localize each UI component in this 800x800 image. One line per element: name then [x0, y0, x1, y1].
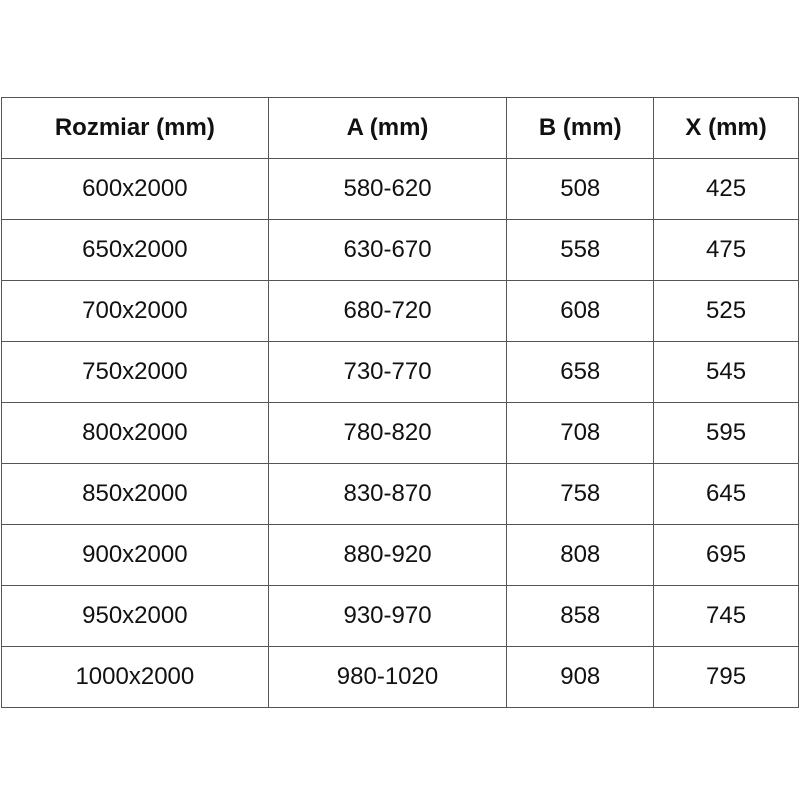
table-row: 950x2000 930-970 858 745	[1, 585, 799, 647]
cell-size: 700x2000	[1, 280, 269, 342]
cell-a: 780-820	[267, 402, 508, 464]
cell-b: 658	[506, 341, 655, 403]
cell-size: 1000x2000	[1, 646, 269, 708]
table-row: 600x2000 580-620 508 425	[1, 158, 799, 220]
cell-b: 708	[506, 402, 655, 464]
cell-b: 508	[506, 158, 655, 220]
cell-x: 745	[653, 585, 799, 647]
header-size: Rozmiar (mm)	[1, 97, 269, 159]
cell-b: 608	[506, 280, 655, 342]
cell-size: 750x2000	[1, 341, 269, 403]
cell-b: 908	[506, 646, 655, 708]
cell-size: 950x2000	[1, 585, 269, 647]
cell-a: 680-720	[267, 280, 508, 342]
header-row: Rozmiar (mm) A (mm) B (mm) X (mm)	[1, 97, 799, 159]
table-row: 700x2000 680-720 608 525	[1, 280, 799, 342]
cell-a: 730-770	[267, 341, 508, 403]
table-row: 800x2000 780-820 708 595	[1, 402, 799, 464]
cell-a: 930-970	[267, 585, 508, 647]
cell-size: 850x2000	[1, 463, 269, 525]
header-x: X (mm)	[653, 97, 799, 159]
cell-size: 800x2000	[1, 402, 269, 464]
cell-b: 858	[506, 585, 655, 647]
table-row: 850x2000 830-870 758 645	[1, 463, 799, 525]
cell-x: 525	[653, 280, 799, 342]
size-table: Rozmiar (mm) A (mm) B (mm) X (mm) 600x20…	[1, 97, 799, 708]
header-b: B (mm)	[506, 97, 655, 159]
cell-x: 795	[653, 646, 799, 708]
cell-a: 880-920	[267, 524, 508, 586]
cell-a: 630-670	[267, 219, 508, 281]
cell-size: 600x2000	[1, 158, 269, 220]
cell-a: 980-1020	[267, 646, 508, 708]
header-a: A (mm)	[267, 97, 508, 159]
table-row: 650x2000 630-670 558 475	[1, 219, 799, 281]
cell-b: 808	[506, 524, 655, 586]
cell-x: 475	[653, 219, 799, 281]
cell-size: 900x2000	[1, 524, 269, 586]
cell-x: 695	[653, 524, 799, 586]
table-row: 900x2000 880-920 808 695	[1, 524, 799, 586]
cell-a: 580-620	[267, 158, 508, 220]
cell-x: 425	[653, 158, 799, 220]
table-row: 1000x2000 980-1020 908 795	[1, 646, 799, 708]
cell-size: 650x2000	[1, 219, 269, 281]
cell-x: 545	[653, 341, 799, 403]
cell-b: 558	[506, 219, 655, 281]
cell-b: 758	[506, 463, 655, 525]
cell-x: 595	[653, 402, 799, 464]
cell-a: 830-870	[267, 463, 508, 525]
cell-x: 645	[653, 463, 799, 525]
table-row: 750x2000 730-770 658 545	[1, 341, 799, 403]
